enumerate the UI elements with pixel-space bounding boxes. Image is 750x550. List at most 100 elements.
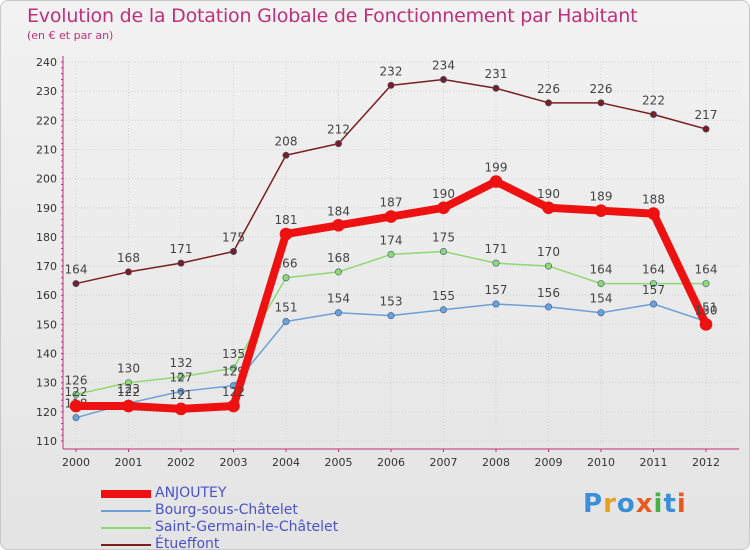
data-label-saint-germain-le-chatelet: 175 — [432, 231, 455, 245]
x-tick-label: 2007 — [430, 456, 458, 469]
data-label-etueffont: 232 — [380, 64, 403, 78]
y-tick-label: 190 — [36, 202, 57, 215]
x-tick-label: 2008 — [482, 456, 510, 469]
y-tick-label: 150 — [36, 318, 57, 331]
legend-swatch — [101, 490, 151, 498]
x-tick-label: 2005 — [325, 456, 353, 469]
data-point-saint-germain-le-chatelet — [649, 280, 657, 288]
data-point-saint-germain-le-chatelet — [334, 268, 342, 276]
data-point-anjoutey — [69, 399, 83, 413]
data-label-saint-germain-le-chatelet: 135 — [222, 347, 245, 361]
data-point-anjoutey — [384, 210, 398, 223]
logo-letter: o — [616, 489, 636, 519]
data-label-bourg-sous-chatelet: 154 — [327, 292, 350, 306]
data-point-anjoutey — [699, 318, 713, 331]
data-point-etueffont — [597, 99, 605, 107]
data-point-etueffont — [492, 84, 500, 92]
data-label-etueffont: 222 — [642, 93, 665, 107]
y-tick-label: 160 — [36, 289, 57, 302]
data-point-saint-germain-le-chatelet — [72, 390, 80, 398]
data-label-etueffont: 217 — [695, 108, 718, 122]
proxiti-logo: Proxiti — [583, 489, 687, 519]
data-point-anjoutey — [647, 207, 660, 220]
y-tick-label: 210 — [36, 143, 57, 156]
data-point-bourg-sous-chatelet — [439, 306, 447, 314]
logo-letter: i — [676, 489, 687, 519]
chart-subtitle: (en € et par an) — [27, 29, 114, 42]
data-label-saint-germain-le-chatelet: 174 — [380, 233, 403, 247]
y-tick-label: 230 — [36, 85, 57, 98]
data-label-saint-germain-le-chatelet: 164 — [695, 263, 718, 277]
data-label-anjoutey: 190 — [537, 187, 560, 201]
data-point-saint-germain-le-chatelet — [282, 274, 290, 282]
data-label-bourg-sous-chatelet: 123 — [117, 382, 140, 396]
data-label-etueffont: 175 — [222, 231, 245, 245]
data-label-bourg-sous-chatelet: 151 — [275, 300, 298, 314]
data-label-saint-germain-le-chatelet: 170 — [537, 245, 560, 259]
x-tick-label: 2004 — [272, 456, 300, 469]
data-label-anjoutey: 187 — [380, 196, 403, 210]
chart-title: Evolution de la Dotation Globale de Fonc… — [27, 5, 638, 27]
data-label-bourg-sous-chatelet: 127 — [170, 370, 193, 384]
data-point-saint-germain-le-chatelet — [492, 259, 500, 267]
data-point-etueffont — [282, 151, 290, 159]
data-point-saint-germain-le-chatelet — [702, 280, 710, 288]
legend-label: Étueffont — [155, 536, 220, 550]
data-point-etueffont — [702, 125, 710, 133]
data-point-anjoutey — [174, 402, 188, 416]
x-tick-label: 2011 — [640, 456, 668, 469]
x-tick-label: 2009 — [535, 456, 563, 469]
y-tick-label: 120 — [36, 406, 57, 419]
x-tick-label: 2006 — [377, 456, 405, 469]
data-label-saint-germain-le-chatelet: 130 — [117, 362, 140, 376]
x-tick-label: 2000 — [62, 456, 90, 469]
data-label-etueffont: 234 — [432, 58, 455, 72]
data-label-etueffont: 231 — [485, 67, 508, 81]
data-point-etueffont — [544, 99, 552, 107]
legend-label: Bourg-sous-Châtelet — [155, 502, 298, 518]
legend-swatch — [101, 510, 151, 512]
data-point-bourg-sous-chatelet — [649, 300, 657, 308]
data-point-etueffont — [177, 259, 185, 267]
data-label-anjoutey: 122 — [222, 385, 245, 399]
data-point-etueffont — [72, 280, 80, 288]
y-tick-label: 110 — [36, 435, 57, 448]
data-point-anjoutey — [332, 218, 345, 232]
data-point-saint-germain-le-chatelet — [439, 248, 447, 256]
data-point-etueffont — [230, 248, 238, 256]
logo-letter: P — [583, 489, 604, 519]
data-label-anjoutey: 181 — [275, 213, 298, 227]
data-label-saint-germain-le-chatelet: 171 — [485, 242, 508, 256]
data-label-anjoutey: 122 — [117, 385, 140, 399]
x-tick-label: 2012 — [692, 456, 720, 469]
data-point-saint-germain-le-chatelet — [387, 250, 395, 258]
data-label-bourg-sous-chatelet: 156 — [537, 286, 560, 300]
data-label-anjoutey: 122 — [65, 385, 88, 399]
data-point-saint-germain-le-chatelet — [597, 280, 605, 288]
data-point-anjoutey — [542, 201, 555, 215]
logo-letter: r — [603, 489, 617, 519]
y-tick-label: 140 — [36, 348, 57, 361]
data-point-etueffont — [334, 140, 342, 148]
y-tick-label: 200 — [36, 173, 57, 186]
x-tick-label: 2001 — [115, 456, 143, 469]
logo-letter: t — [663, 489, 677, 519]
data-point-anjoutey — [227, 399, 240, 413]
data-label-anjoutey: 150 — [695, 303, 718, 317]
data-label-bourg-sous-chatelet: 154 — [590, 292, 613, 306]
y-tick-label: 240 — [36, 56, 57, 69]
data-point-etueffont — [649, 110, 657, 118]
legend-swatch — [101, 527, 151, 529]
data-point-bourg-sous-chatelet — [492, 300, 500, 308]
data-point-saint-germain-le-chatelet — [544, 262, 552, 270]
data-point-saint-germain-le-chatelet — [125, 379, 133, 387]
data-point-anjoutey — [489, 175, 503, 188]
data-point-bourg-sous-chatelet — [597, 309, 605, 317]
data-point-anjoutey — [122, 399, 135, 413]
data-point-saint-germain-le-chatelet — [177, 373, 185, 381]
data-label-bourg-sous-chatelet: 153 — [380, 295, 403, 309]
data-point-bourg-sous-chatelet — [72, 414, 80, 422]
data-label-saint-germain-le-chatelet: 164 — [642, 263, 665, 277]
